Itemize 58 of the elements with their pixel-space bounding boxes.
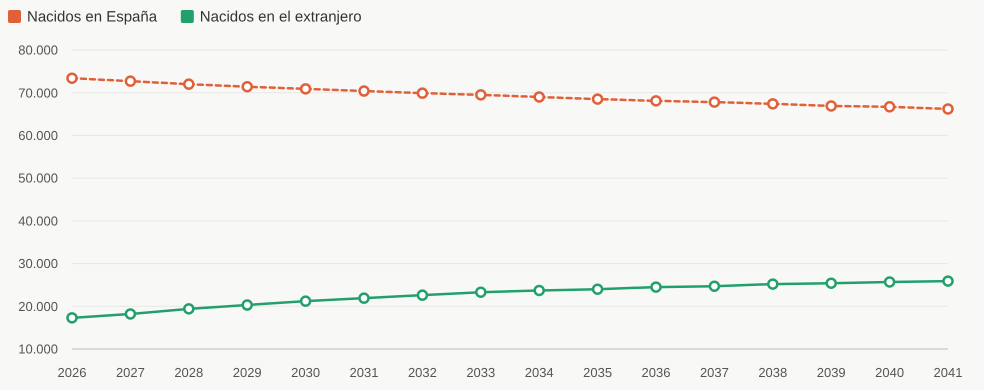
point xyxy=(358,292,370,304)
point xyxy=(124,75,136,87)
point xyxy=(884,101,896,113)
point xyxy=(300,83,312,95)
point xyxy=(533,284,545,296)
point xyxy=(416,289,428,301)
x-tick-label: 2036 xyxy=(642,365,670,380)
x-tick-label: 2028 xyxy=(174,365,204,380)
y-tick-label: 40.000 xyxy=(18,213,58,228)
x-tick-label: 2041 xyxy=(934,365,962,380)
x-tick-label: 2038 xyxy=(758,365,788,380)
x-tick-label: 2031 xyxy=(350,365,378,380)
point xyxy=(416,87,428,99)
point xyxy=(650,281,662,293)
point xyxy=(592,93,604,105)
x-tick-label: 2027 xyxy=(116,365,145,380)
x-tick-label: 2033 xyxy=(466,365,496,380)
point xyxy=(767,98,779,110)
x-tick-label: 2029 xyxy=(232,365,262,380)
point xyxy=(66,312,78,324)
point xyxy=(66,72,78,84)
point xyxy=(475,286,487,298)
point xyxy=(241,299,253,311)
point xyxy=(825,277,837,289)
point xyxy=(183,78,195,90)
x-tick-label: 2040 xyxy=(875,365,904,380)
point xyxy=(767,278,779,290)
y-tick-label: 80.000 xyxy=(18,42,58,58)
x-tick-label: 2030 xyxy=(291,365,320,380)
x-tick-label: 2034 xyxy=(524,365,554,380)
y-tick-label: 50.000 xyxy=(18,170,58,186)
point xyxy=(708,96,720,108)
point xyxy=(241,80,253,92)
y-tick-label: 30.000 xyxy=(18,256,58,272)
point xyxy=(300,295,312,307)
point xyxy=(592,283,604,295)
x-tick-label: 2035 xyxy=(583,365,612,380)
y-tick-label: 70.000 xyxy=(18,85,58,100)
legend-label: Nacidos en España xyxy=(27,8,158,26)
point xyxy=(884,276,896,288)
legend-label: Nacidos en el extranjero xyxy=(200,8,362,26)
x-tick-label: 2037 xyxy=(700,365,729,380)
point xyxy=(825,100,837,112)
x-tick-label: 2032 xyxy=(408,365,437,380)
point xyxy=(708,280,720,292)
point xyxy=(942,275,954,287)
point xyxy=(183,303,195,315)
point xyxy=(358,85,370,97)
y-tick-label: 10.000 xyxy=(18,342,58,357)
x-tick-label: 2039 xyxy=(816,365,846,380)
y-tick-label: 60.000 xyxy=(18,128,58,143)
point xyxy=(124,308,136,320)
x-tick-label: 2026 xyxy=(58,365,86,380)
point xyxy=(475,89,487,101)
point xyxy=(650,95,662,107)
point xyxy=(942,103,954,115)
y-tick-label: 20.000 xyxy=(18,298,58,314)
point xyxy=(533,91,545,103)
